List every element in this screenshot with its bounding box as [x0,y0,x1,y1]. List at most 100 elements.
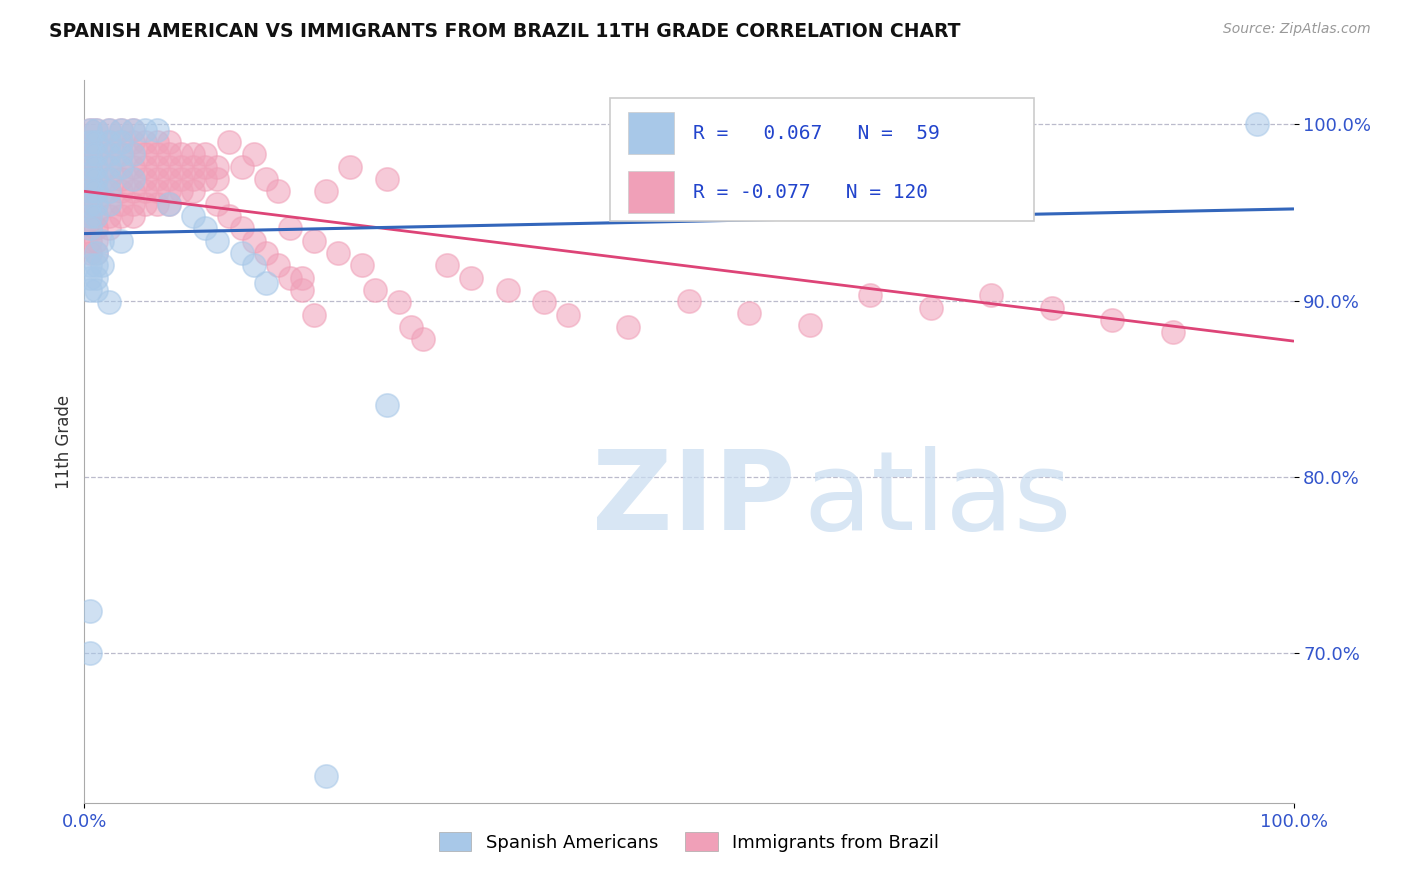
Point [146,160,169,174]
Point [339,160,361,174]
Point [79,147,101,161]
Text: R =   0.067   N =  59: R = 0.067 N = 59 [693,123,939,143]
Point [97,196,120,211]
Point [86,246,108,260]
Point [86,160,108,174]
Point [218,135,240,149]
Point [291,283,314,297]
Point [460,270,482,285]
Point [678,293,700,308]
Point [181,184,204,198]
Point [97,147,120,161]
Point [79,135,101,149]
Point [91,234,114,248]
Point [97,135,120,149]
Point [302,308,325,322]
Point [121,196,143,211]
Point [110,196,132,211]
Point [412,332,434,346]
Point [79,196,101,211]
Point [110,184,132,198]
Point [121,122,143,136]
Point [254,246,277,260]
Point [388,295,411,310]
Point [86,122,108,136]
Point [436,258,458,272]
Point [170,184,193,198]
Point [291,270,314,285]
Point [170,172,193,186]
Point [91,258,114,272]
Point [86,135,108,149]
Point [146,172,169,186]
Point [146,122,169,136]
Point [79,135,101,149]
Point [146,184,169,198]
Point [79,160,101,174]
Point [97,295,120,310]
Point [110,172,132,186]
Point [97,221,120,235]
Point [157,135,180,149]
Point [110,160,132,174]
Point [254,172,277,186]
Point [363,283,385,297]
Point [79,646,101,660]
Point [278,221,301,235]
Point [121,135,143,149]
Point [79,283,101,297]
Point [79,209,101,223]
Point [79,184,101,198]
Point [121,147,143,161]
Point [79,172,101,186]
Text: SPANISH AMERICAN VS IMMIGRANTS FROM BRAZIL 11TH GRADE CORRELATION CHART: SPANISH AMERICAN VS IMMIGRANTS FROM BRAZ… [49,22,960,41]
Point [207,172,229,186]
Point [134,196,156,211]
Point [97,209,120,223]
Point [328,246,350,260]
Point [207,234,229,248]
Point [86,160,108,174]
Point [146,196,169,211]
FancyBboxPatch shape [628,112,675,154]
Point [79,147,101,161]
Point [617,320,640,334]
Point [97,147,120,161]
Point [86,147,108,161]
Point [170,147,193,161]
Point [121,172,143,186]
Point [315,769,337,783]
Point [97,172,120,186]
Point [110,147,132,161]
Point [110,135,132,149]
Point [110,147,132,161]
Point [157,196,180,211]
Point [1101,313,1123,327]
Point [738,306,761,320]
Point [86,135,108,149]
Point [97,196,120,211]
Point [799,318,821,333]
Point [86,221,108,235]
Point [110,122,132,136]
Point [231,246,253,260]
Point [181,209,204,223]
Point [97,184,120,198]
Point [86,184,108,198]
Point [194,160,217,174]
Point [79,209,101,223]
Point [557,308,579,322]
Point [242,234,264,248]
Point [86,196,108,211]
Point [859,288,882,302]
Point [278,270,301,285]
Point [980,288,1002,302]
Point [79,258,101,272]
Point [134,135,156,149]
Point [134,122,156,136]
Point [79,221,101,235]
Point [146,147,169,161]
Point [242,147,264,161]
Point [1246,117,1268,131]
Point [86,258,108,272]
